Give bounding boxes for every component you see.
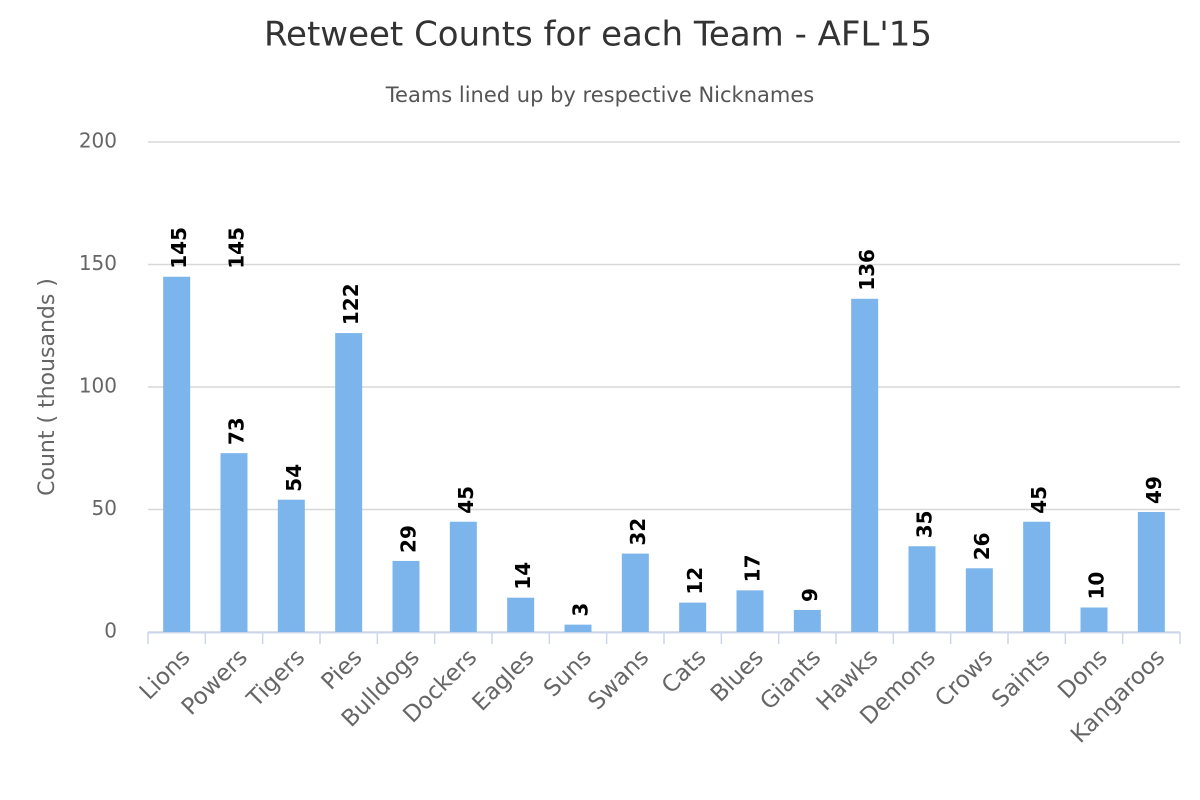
bar [507, 597, 535, 632]
data-label: 14 [511, 562, 535, 590]
bar [621, 553, 649, 632]
data-label: 9 [798, 588, 822, 602]
x-tick-label: Swans [583, 644, 654, 715]
y-axis-title: Count ( thousands ) [35, 278, 60, 496]
bar [335, 333, 363, 632]
bar [736, 590, 764, 632]
bar [965, 568, 993, 632]
chart-title: Retweet Counts for each Team - AFL'15 [264, 15, 932, 55]
bar [220, 453, 248, 632]
bar [163, 276, 191, 632]
data-label: 45 [454, 486, 478, 514]
x-tick-label: Giants [756, 644, 827, 715]
x-tick-label: Saints [987, 644, 1055, 712]
annotation: 145 [225, 227, 249, 269]
data-label: 10 [1085, 572, 1109, 600]
y-tick-label: 100 [79, 374, 117, 398]
y-tick-label: 150 [79, 251, 117, 275]
bar [277, 499, 305, 632]
data-label: 3 [569, 603, 593, 617]
data-label: 49 [1142, 476, 1166, 504]
x-tick-label: Tigers [242, 644, 311, 713]
data-label: 136 [855, 249, 879, 291]
bar [908, 546, 936, 632]
bar [1137, 511, 1165, 632]
x-tick-label: Cats [657, 644, 712, 699]
bar [679, 602, 707, 632]
y-tick-label: 0 [104, 619, 117, 643]
bar [793, 609, 821, 632]
bar [449, 521, 477, 632]
chart-subtitle: Teams lined up by respective Nicknames [385, 83, 814, 107]
data-label: 145 [167, 227, 191, 269]
data-label: 122 [339, 283, 363, 325]
data-label: 29 [397, 525, 421, 553]
data-label: 73 [225, 417, 249, 445]
bar [1023, 521, 1051, 632]
bar [564, 624, 592, 632]
bar [851, 298, 879, 632]
data-label: 17 [741, 555, 765, 583]
data-label: 35 [913, 510, 937, 538]
data-label: 45 [1027, 486, 1051, 514]
x-tick-label: Eagles [468, 644, 540, 716]
y-tick-label: 200 [79, 129, 117, 153]
bar [1080, 607, 1108, 632]
data-label: 12 [683, 567, 707, 595]
x-tick-label: Pies [317, 644, 368, 695]
data-label: 26 [970, 532, 994, 560]
bar [392, 560, 420, 632]
data-label: 54 [282, 464, 306, 492]
data-label: 32 [626, 518, 650, 546]
x-tick-label: Crows [930, 644, 998, 712]
y-tick-label: 50 [92, 496, 117, 520]
